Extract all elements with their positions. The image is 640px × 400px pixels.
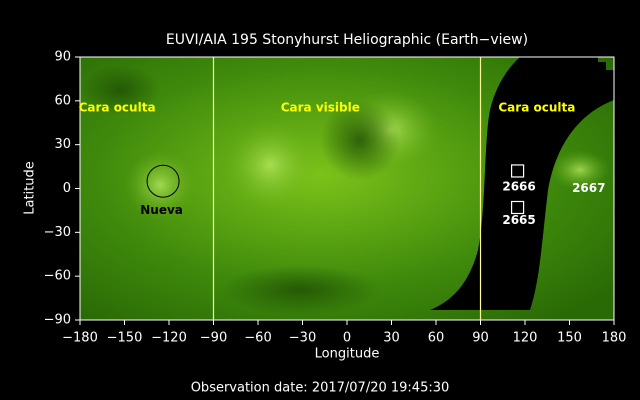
y-tick-label: 0 [63,181,71,196]
plot-image [80,57,614,320]
marker-square [510,200,525,215]
x-tick-label: −120 [151,331,187,346]
caption: Observation date: 2017/07/20 19:45:30 [191,381,450,396]
chart-title: EUVI/AIA 195 Stonyhurst Heliographic (Ea… [166,32,528,48]
x-tick-label: −30 [289,331,316,346]
annotation: Cara oculta [79,101,156,115]
x-tick-label: 0 [343,331,351,346]
x-tick-label: 120 [513,331,538,346]
x-tick-label: −180 [62,331,98,346]
y-tick-label: 90 [54,50,71,65]
y-tick-label: −90 [44,313,71,328]
x-axis-label: Longitude [315,347,380,362]
x-tick-label: −60 [244,331,271,346]
x-tick-label: 60 [428,331,445,346]
x-tick-label: −90 [200,331,227,346]
x-tick-label: 180 [602,331,627,346]
annotation: Cara visible [281,101,360,115]
y-tick-label: −30 [44,225,71,240]
annotation: Cara oculta [498,101,575,115]
marker-square [510,164,525,178]
annotation: 2666 [502,180,535,194]
annotation: Nueva [140,203,183,217]
x-tick-label: 150 [557,331,582,346]
annotation: 2665 [502,213,535,227]
y-axis-label: Latitude [23,161,38,215]
marker-circle [146,164,180,198]
annotation: 2667 [572,181,605,195]
y-tick-label: 60 [54,93,71,108]
x-tick-label: −150 [107,331,143,346]
x-tick-label: 90 [472,331,489,346]
y-tick-label: 30 [54,137,71,152]
y-tick-label: −60 [44,269,71,284]
x-tick-label: 30 [383,331,400,346]
